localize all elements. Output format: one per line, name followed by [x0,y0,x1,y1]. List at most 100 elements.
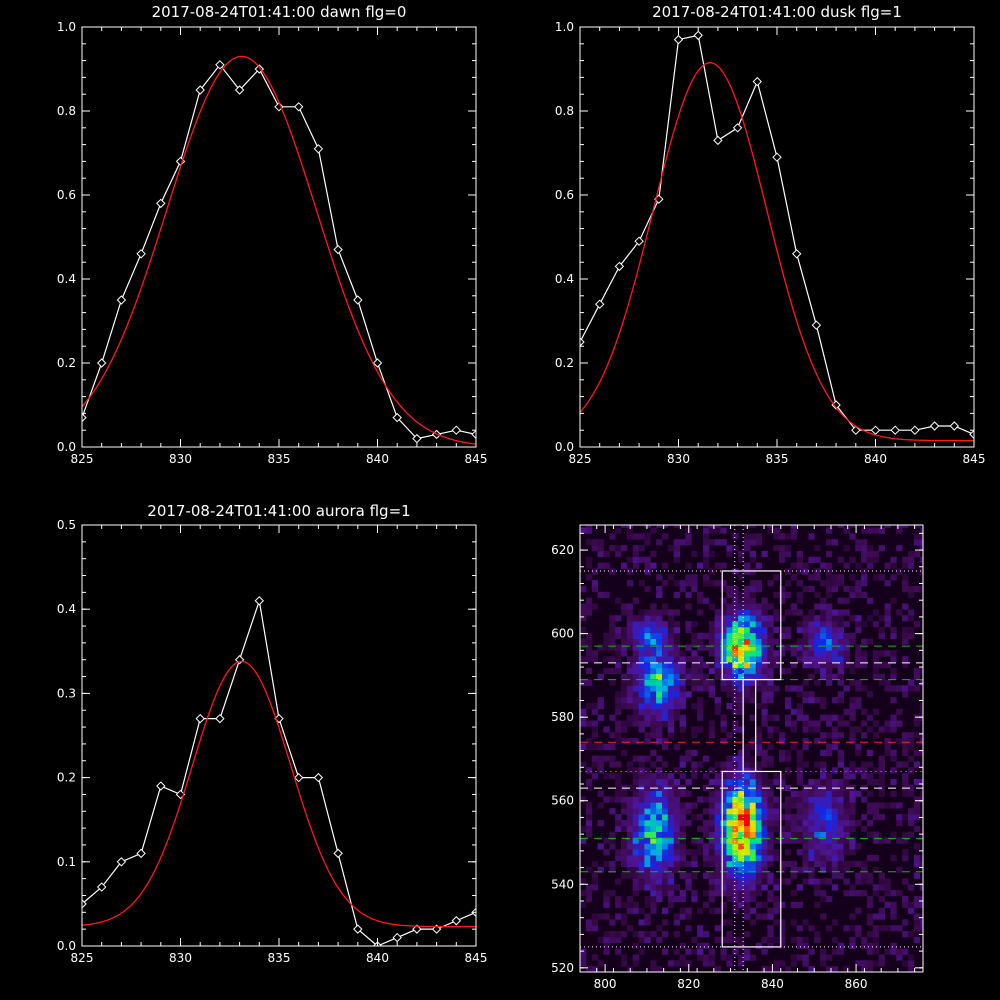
heatmap-cell [808,638,815,645]
heatmap-cell [744,855,751,862]
heatmap-cell [644,843,651,850]
heatmap-cell [667,866,675,873]
heatmap-cell [761,790,768,797]
heatmap-cell [673,591,680,598]
heatmap-cell [662,679,669,686]
heatmap-cell [714,860,721,868]
heatmap-cell [855,545,862,552]
heatmap-cell [662,720,669,727]
heatmap-cell [890,685,897,692]
heatmap-cell [609,837,616,844]
heatmap-cell [615,597,622,604]
heatmap-cell [872,667,880,675]
heatmap-cell [755,819,762,827]
heatmap-cell [749,814,757,821]
heatmap-cell [615,615,622,622]
heatmap-cell [913,796,921,803]
heatmap-cell [820,808,827,815]
heatmap-cell [638,697,645,704]
heatmap-cell [755,738,762,745]
heatmap-cell [907,615,915,622]
heatmap-cell [691,662,698,669]
heatmap-cell [615,703,622,710]
heatmap-cell [585,738,593,745]
heatmap-cell [808,831,815,838]
heatmap-cell [621,685,628,692]
heatmap-cell [866,550,874,558]
heatmap-cell [638,673,645,680]
heatmap-cell [785,825,792,832]
heatmap-cell [890,907,897,914]
heatmap-cell [814,726,821,733]
heatmap-cell [749,790,757,797]
heatmap-cell [632,656,639,663]
heatmap-cell [761,849,768,856]
heatmap-cell [714,562,721,569]
heatmap-cell [738,936,745,944]
heatmap-cell [849,591,856,598]
heatmap-cell [861,685,868,692]
heatmap-cell [662,609,669,616]
heatmap-cell [708,662,716,669]
heatmap-cell [814,545,821,552]
heatmap-cell [855,650,862,657]
heatmap-cell [591,708,598,715]
heatmap-cell [761,825,768,832]
heatmap-cell [837,761,844,768]
heatmap-cell [644,644,651,651]
heatmap-cell [796,936,803,944]
heatmap-cell [884,901,891,908]
heatmap-cell [779,919,786,926]
heatmap-cell [738,726,745,733]
heatmap-cell [662,884,669,891]
heatmap-cell [820,638,827,645]
heatmap-cell [872,673,880,680]
heatmap-cell [650,708,657,715]
heatmap-cell [714,890,721,897]
heatmap-cell [808,615,815,622]
heatmap-cell [597,743,604,751]
heatmap-cell [826,638,833,645]
heatmap-cell [626,685,634,692]
heatmap-cell [650,609,657,616]
heatmap-cell [820,673,827,680]
heatmap-cell [902,901,909,908]
heatmap-cell [878,779,885,786]
heatmap-cell [843,808,850,815]
heatmap-cell [644,790,651,797]
heatmap-cell [814,644,821,651]
heatmap-cell [796,849,803,856]
heatmap-cell [913,936,921,944]
heatmap-cell [820,761,827,768]
heatmap-cell [726,878,733,885]
heatmap-cell [662,761,669,768]
heatmap-cell [691,849,698,856]
heatmap-cell [767,732,774,739]
heatmap-cell [714,837,721,844]
heatmap-cell [913,732,921,739]
heatmap-cell [650,814,657,821]
heatmap-cell [615,779,622,786]
heatmap-cell [785,796,792,803]
heatmap-cell [585,609,593,616]
heatmap-cell [603,743,610,751]
heatmap-cell [738,837,745,844]
heatmap-cell [673,632,680,639]
heatmap-cell [585,525,593,528]
heatmap-cell [808,644,815,651]
dusk-ytick-label: 0.2 [555,356,574,370]
heatmap-cell [861,545,868,552]
heatmap-cell [644,919,651,926]
heatmap-cell [831,796,839,803]
heatmap-cell [714,796,721,803]
heatmap-cell [662,691,669,698]
heatmap-cell [685,626,692,634]
heatmap-cell [591,743,598,751]
heatmap-cell [814,796,821,803]
heatmap-cell [638,679,645,686]
aurora-ytick-label: 0.2 [57,771,76,785]
heatmap-cell [919,919,923,926]
heatmap-cell [673,525,680,528]
heatmap-cell [837,691,844,698]
heatmap-cell [585,802,593,809]
